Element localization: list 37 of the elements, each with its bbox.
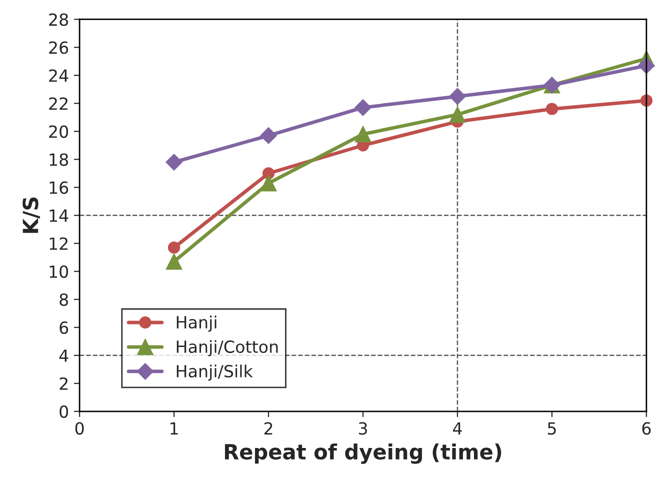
y-tick-label: 0	[60, 405, 68, 418]
point	[546, 102, 558, 116]
point	[166, 253, 182, 270]
point	[354, 126, 372, 142]
y-axis-title: K/S	[22, 198, 40, 233]
point	[354, 99, 372, 116]
point	[168, 242, 180, 254]
y-tick-label: 14	[50, 210, 68, 222]
x-tick-label: 4	[452, 422, 462, 434]
legend-label: Hanji	[176, 316, 216, 332]
y-tick-label: 22	[49, 97, 68, 110]
x-tick-label: 3	[358, 422, 367, 435]
point	[166, 154, 182, 171]
point	[260, 175, 277, 192]
y-tick-label: 28	[49, 13, 68, 26]
y-tick-label: 26	[49, 41, 68, 54]
x-tick-label: 6	[642, 422, 651, 435]
y-tick-label: 16	[50, 181, 68, 194]
x-axis-title: Repeat of dyeing (time)	[224, 444, 502, 464]
y-tick-label: 18	[50, 153, 68, 166]
y-tick-label: 2	[60, 377, 68, 390]
point	[449, 106, 466, 123]
x-tick-label: 0	[75, 422, 84, 435]
y-tick-label: 8	[60, 293, 68, 306]
y-tick-label: 10	[50, 265, 68, 278]
legend-label: Hanji/Cotton	[176, 340, 278, 356]
y-tick-label: 12	[50, 237, 68, 250]
y-tick-label: 4	[59, 350, 68, 362]
y-tick-label: 24	[49, 69, 68, 82]
legend-label: Hanji/Silk	[176, 364, 253, 381]
point	[260, 127, 277, 144]
y-tick-label: 20	[49, 125, 68, 138]
x-tick-label: 1	[170, 422, 178, 434]
point	[449, 88, 466, 105]
x-tick-label: 2	[264, 422, 272, 434]
y-tick-label: 6	[60, 321, 68, 334]
x-tick-label: 5	[548, 422, 556, 435]
